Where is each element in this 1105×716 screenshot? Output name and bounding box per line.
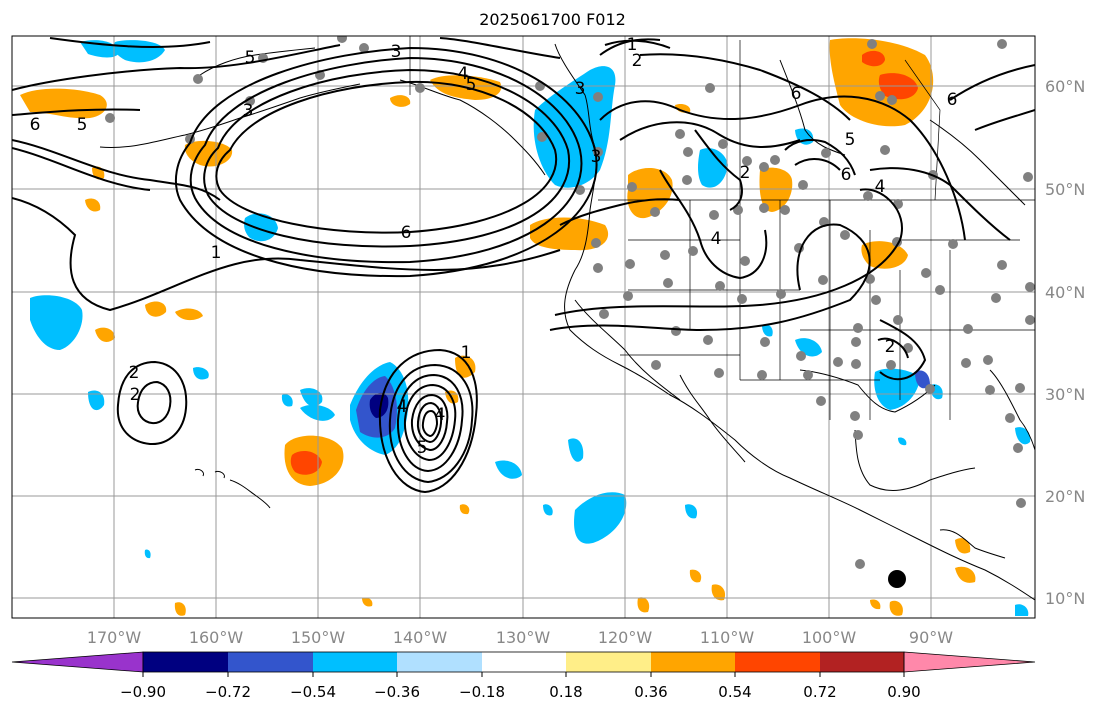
contour-label: 5 <box>77 115 88 135</box>
contour-label: 2 <box>740 163 751 183</box>
lon-label: 110°W <box>700 628 755 647</box>
contour-label: 5 <box>466 75 477 95</box>
colorbar-tick-label: −0.72 <box>205 683 251 701</box>
contour-label: 3 <box>591 147 602 167</box>
contour-label: 1 <box>211 243 222 263</box>
colorbar-tick-label: 0.18 <box>549 683 582 701</box>
colorbar-tick-label: 0.72 <box>803 683 836 701</box>
colorbar-segment <box>397 652 482 672</box>
contour-label: 2 <box>130 385 141 405</box>
colorbar-frame <box>142 651 905 673</box>
colorbar-segment <box>820 652 904 672</box>
contour-label: 5 <box>245 48 256 68</box>
lon-label: 100°W <box>802 628 857 647</box>
contour-label: 2 <box>885 337 896 357</box>
contour-label: 5 <box>417 438 428 458</box>
colorbar-arrow-left <box>11 651 144 673</box>
lon-label-group: 170°W 160°W 150°W 140°W 130°W 120°W 110°… <box>87 628 953 647</box>
lat-label: 10°N <box>1045 589 1085 608</box>
contour-label: 3 <box>243 101 254 121</box>
lat-label: 60°N <box>1045 77 1085 96</box>
contour-label: 3 <box>391 42 402 62</box>
lat-label: 50°N <box>1045 180 1085 199</box>
contour-label-group: 3 2 1 4 5 6 6 5 6 1 3 2 6 5 6 4 2 4 5 4 … <box>30 35 958 458</box>
contour-label: 6 <box>791 84 802 104</box>
marker-dot <box>888 570 906 588</box>
lon-label: 120°W <box>598 628 653 647</box>
contour-label: 6 <box>841 165 852 185</box>
lat-label: 40°N <box>1045 283 1085 302</box>
contour-label: 6 <box>401 223 412 243</box>
map-frame <box>11 35 1036 619</box>
contour-lines <box>12 37 1035 494</box>
colorbar-segment <box>143 652 228 672</box>
lon-label: 170°W <box>87 628 142 647</box>
colorbar-arrow-right <box>903 651 1036 673</box>
contour-label: 6 <box>30 115 41 135</box>
contour-label: 1 <box>627 35 638 55</box>
contour-label: 4 <box>458 64 469 84</box>
colorbar-tick-label: 0.90 <box>887 683 920 701</box>
contour-label: 4 <box>435 405 446 425</box>
colorbar-ticks <box>142 672 905 677</box>
colorbar: −0.90 −0.72 −0.54 −0.36 −0.18 0.18 0.36 … <box>11 651 1036 701</box>
colorbar-segment <box>735 652 820 672</box>
lon-label: 160°W <box>189 628 244 647</box>
contour-label: 1 <box>461 343 472 363</box>
contour-label: 2 <box>129 363 140 383</box>
colorbar-segment <box>566 652 651 672</box>
lon-label: 130°W <box>496 628 551 647</box>
colorbar-segment <box>482 652 566 672</box>
colorbar-tick-label: 0.36 <box>634 683 667 701</box>
colorbar-tick-label: 0.54 <box>718 683 751 701</box>
positive-anomaly-shading <box>20 38 976 616</box>
colorbar-tick-label: −0.36 <box>374 683 420 701</box>
contour-label: 4 <box>711 229 722 249</box>
contour-label: 3 <box>575 79 586 99</box>
colorbar-tick-label: −0.18 <box>459 683 505 701</box>
colorbar-segment <box>651 652 735 672</box>
colorbar-tick-label: −0.90 <box>120 683 166 701</box>
lon-label: 90°W <box>909 628 953 647</box>
contour-label: 6 <box>947 90 958 110</box>
contour-label: 4 <box>397 397 408 417</box>
map-title: 2025061700 F012 <box>479 10 626 29</box>
lon-label: 140°W <box>393 628 448 647</box>
lat-label-group: 60°N 50°N 40°N 30°N 20°N 10°N <box>1045 77 1085 608</box>
contour-label: 4 <box>875 177 886 197</box>
contour-label: 2 <box>632 51 643 71</box>
colorbar-segment <box>313 652 397 672</box>
colorbar-segment <box>228 652 313 672</box>
station-dots <box>105 36 1035 569</box>
borders <box>409 36 1035 420</box>
colorbar-tick-label: −0.54 <box>290 683 336 701</box>
lat-label: 20°N <box>1045 487 1085 506</box>
lat-label: 30°N <box>1045 385 1085 404</box>
lon-label: 150°W <box>291 628 346 647</box>
contour-label: 5 <box>845 130 856 150</box>
